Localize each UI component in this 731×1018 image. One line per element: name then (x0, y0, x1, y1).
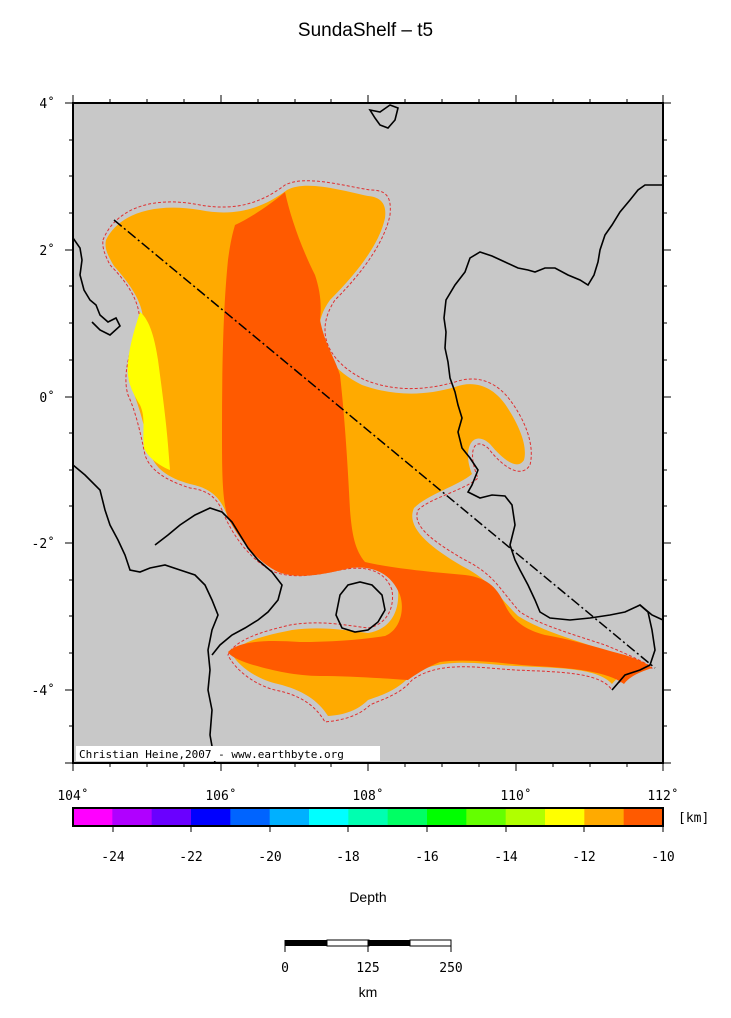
lat-label-4: 4˚ (39, 96, 55, 112)
scale-bar (284, 939, 452, 952)
depth-grid (102, 180, 653, 723)
colorbar-swatch (505, 808, 546, 826)
scale-bar-labels: 0 125 250 (281, 961, 463, 976)
credit-text: Christian Heine,2007 - www.earthbyte.org (79, 748, 344, 761)
coastline-borneo (443, 184, 663, 621)
lon-label-104: 104˚ (57, 788, 88, 804)
coastline-bangka (154, 507, 283, 656)
cb-label-m12: -12 (572, 850, 595, 865)
latitude-labels: 4˚ 2˚ 0˚ -2˚ -4˚ (32, 96, 55, 699)
colorbar-tick-labels: -24 -22 -20 -18 -16 -14 -12 -10 (101, 850, 674, 865)
colorbar-ticks (112, 826, 664, 832)
profile-line (113, 219, 656, 669)
cb-label-m10: -10 (651, 850, 674, 865)
minor-ticks (65, 95, 671, 771)
colorbar-swatch (191, 808, 231, 826)
cb-label-m20: -20 (258, 850, 281, 865)
scale-label-0: 0 (281, 961, 289, 976)
coastlines (73, 104, 663, 763)
lon-label-110: 110˚ (500, 788, 531, 804)
lat-label-m2: -2˚ (32, 536, 55, 552)
colorbar-swatch (112, 808, 153, 826)
colorbar-label: Depth (349, 889, 386, 905)
colorbar-swatch (427, 808, 467, 826)
longitude-labels: 104˚ 106˚ 108˚ 110˚ 112˚ (57, 788, 678, 804)
colorbar-swatch (309, 808, 349, 826)
colorbar-swatch (151, 808, 192, 826)
lat-label-m4: -4˚ (32, 683, 55, 699)
depth-band-13 (127, 312, 170, 470)
credit-box (76, 746, 380, 761)
colorbar-swatch (387, 808, 428, 826)
lon-label-108: 108˚ (352, 788, 383, 804)
colorbar-swatch (584, 808, 625, 826)
colorbar-swatch (623, 808, 664, 826)
scale-label-125: 125 (356, 961, 379, 976)
scale-bar-unit: km (359, 984, 378, 1000)
coastline-java-east (611, 604, 656, 691)
coastline-natuna (368, 104, 399, 129)
colorbar-frame (72, 807, 664, 827)
cb-label-m22: -22 (179, 850, 202, 865)
lat-label-0: 0˚ (39, 390, 55, 406)
cb-label-m14: -14 (494, 850, 518, 865)
colorbar-swatch (269, 808, 310, 826)
colorbar-unit: [km] (678, 811, 709, 826)
cb-label-m18: -18 (336, 850, 359, 865)
scale-label-250: 250 (439, 961, 462, 976)
depth-band-11 (222, 192, 652, 684)
map-title: SundaShelf – t5 (297, 20, 434, 41)
colorbar-swatch (545, 808, 585, 826)
coastline-sumatra-north (73, 237, 121, 336)
colorbar-swatch (73, 808, 113, 826)
lon-label-112: 112˚ (647, 788, 678, 804)
coastline-belitung (335, 581, 386, 633)
colorbar-swatch (230, 808, 271, 826)
cb-label-m24: -24 (101, 850, 125, 865)
lat-label-2: 2˚ (39, 243, 55, 259)
coastline-sumatra-south (73, 464, 219, 763)
lon-label-106: 106˚ (205, 788, 236, 804)
colorbar-swatch (466, 808, 507, 826)
cb-label-m16: -16 (415, 850, 438, 865)
colorbar-swatch (348, 808, 389, 826)
colorbar (73, 808, 664, 826)
